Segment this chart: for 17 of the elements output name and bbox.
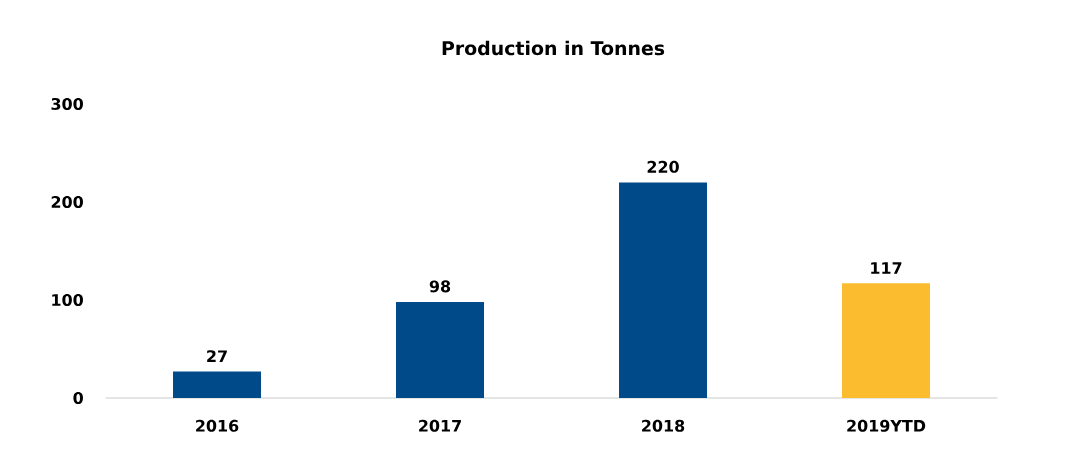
bar (173, 371, 262, 398)
data-label: 27 (207, 350, 227, 362)
y-tick-label: 200 (51, 195, 83, 209)
bar (619, 182, 708, 398)
data-label: 220 (647, 160, 679, 173)
x-tick-label: 2019YTD (847, 419, 926, 432)
x-tick-label: 2018 (642, 419, 685, 432)
bar (842, 283, 931, 398)
data-label: 98 (429, 280, 451, 293)
y-tick-label: 100 (52, 293, 83, 307)
chart-title: Production in Tonnes (442, 40, 665, 56)
x-tick-label: 2016 (196, 419, 239, 432)
y-tick-label: 300 (51, 97, 83, 111)
data-label: 117 (871, 262, 902, 274)
y-tick-label: 0 (73, 391, 83, 405)
bar (396, 301, 485, 398)
x-tick-label: 2017 (419, 419, 461, 432)
